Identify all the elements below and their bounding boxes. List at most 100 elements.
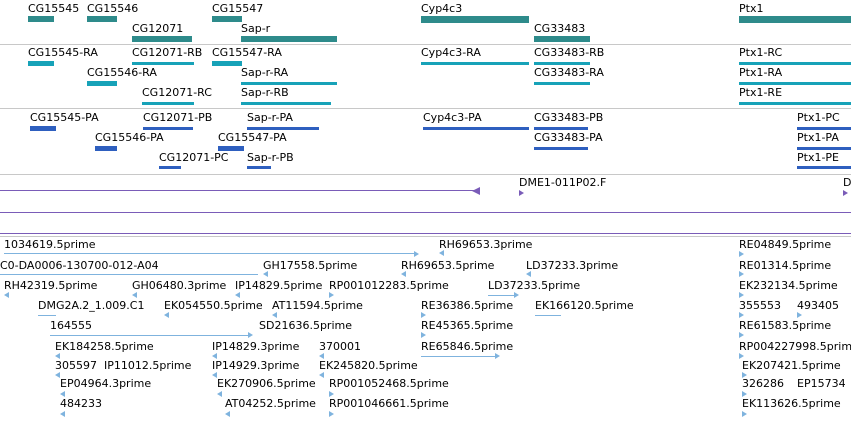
est-end-marker[interactable] <box>439 250 444 256</box>
est-label[interactable]: RH42319.5prime <box>4 279 98 292</box>
est-label[interactable]: GH06480.3prime <box>132 279 227 292</box>
est-label[interactable]: RE45365.5prime <box>421 319 514 332</box>
est-end-marker[interactable] <box>414 251 419 257</box>
gene-feature[interactable] <box>241 36 337 42</box>
transcript-feature[interactable] <box>421 62 529 65</box>
transcript-feature[interactable] <box>241 102 331 105</box>
est-label[interactable]: 484233 <box>60 397 102 410</box>
est-label[interactable]: RE65846.5prime <box>421 340 514 353</box>
est-label[interactable]: EK207421.5prime <box>742 359 841 372</box>
est-end-marker[interactable] <box>55 372 60 378</box>
gene-feature[interactable] <box>87 16 117 22</box>
est-end-marker[interactable] <box>526 271 531 277</box>
transcript-label[interactable]: CG15547-RA <box>212 46 282 59</box>
gene-label[interactable]: Cyp4c3 <box>421 2 463 15</box>
transcript-feature[interactable] <box>132 62 194 65</box>
est-label[interactable]: EK270906.5prime <box>217 377 316 390</box>
gene-label[interactable]: Ptx1 <box>739 2 764 15</box>
est-end-marker[interactable] <box>739 251 744 257</box>
est-label[interactable]: IP14829.3prime <box>212 340 300 353</box>
protein-label[interactable]: CG15546-PA <box>95 131 164 144</box>
est-end-marker[interactable] <box>495 353 500 359</box>
est-end-marker[interactable] <box>421 312 426 318</box>
est-label[interactable]: LD37233.3prime <box>526 259 619 272</box>
est-end-marker[interactable] <box>401 271 406 277</box>
gene-label[interactable]: Sap-r <box>241 22 271 35</box>
est-feature[interactable] <box>0 274 258 275</box>
protein-feature[interactable] <box>797 147 851 150</box>
transcript-feature[interactable] <box>28 61 54 66</box>
est-label[interactable]: 493405 <box>797 299 839 312</box>
transcript-label[interactable]: Ptx1-RE <box>739 86 783 99</box>
transcript-label[interactable]: Cyp4c3-RA <box>421 46 481 59</box>
transcript-label[interactable]: CG15546-RA <box>87 66 157 79</box>
clone-feature[interactable] <box>0 233 851 234</box>
protein-label[interactable]: Sap-r-PA <box>247 111 293 124</box>
protein-feature[interactable] <box>143 127 193 130</box>
est-feature[interactable] <box>421 356 497 357</box>
est-label[interactable]: 326286 <box>742 377 784 390</box>
est-end-marker[interactable] <box>742 372 747 378</box>
gene-label[interactable]: CG33483 <box>534 22 586 35</box>
protein-feature[interactable] <box>534 127 588 130</box>
protein-feature[interactable] <box>797 166 851 169</box>
est-end-marker[interactable] <box>329 292 334 298</box>
est-end-marker[interactable] <box>263 271 268 277</box>
est-end-marker[interactable] <box>739 353 744 359</box>
est-label[interactable]: AT04252.5prime <box>225 397 316 410</box>
est-end-marker[interactable] <box>742 391 747 397</box>
protein-feature[interactable] <box>159 166 181 169</box>
protein-label[interactable]: Ptx1-PE <box>797 151 840 164</box>
transcript-label[interactable]: Ptx1-RC <box>739 46 783 59</box>
transcript-label[interactable]: CG15545-RA <box>28 46 98 59</box>
clone-end-marker[interactable] <box>472 187 480 195</box>
gene-feature[interactable] <box>132 36 192 42</box>
protein-feature[interactable] <box>534 147 588 150</box>
est-label[interactable]: RE01314.5prime <box>739 259 832 272</box>
est-label[interactable]: EK245820.5prime <box>319 359 418 372</box>
transcript-label[interactable]: CG33483-RB <box>534 46 605 59</box>
gene-feature[interactable] <box>534 36 590 42</box>
est-end-marker[interactable] <box>739 271 744 277</box>
protein-label[interactable]: Cyp4c3-PA <box>423 111 482 124</box>
transcript-feature[interactable] <box>739 102 851 105</box>
est-end-marker[interactable] <box>514 292 519 298</box>
est-end-marker[interactable] <box>225 411 230 417</box>
est-end-marker[interactable] <box>739 292 744 298</box>
transcript-label[interactable]: CG33483-RA <box>534 66 604 79</box>
transcript-feature[interactable] <box>212 61 242 66</box>
est-label[interactable]: RH69653.3prime <box>439 238 533 251</box>
est-end-marker[interactable] <box>235 292 240 298</box>
est-end-marker[interactable] <box>421 332 426 338</box>
protein-feature[interactable] <box>247 127 319 130</box>
protein-label[interactable]: CG15545-PA <box>30 111 99 124</box>
est-end-marker[interactable] <box>739 332 744 338</box>
transcript-feature[interactable] <box>739 62 851 65</box>
est-label[interactable]: AT11594.5prime <box>272 299 363 312</box>
protein-feature[interactable] <box>797 127 851 130</box>
transcript-label[interactable]: Ptx1-RA <box>739 66 783 79</box>
transcript-feature[interactable] <box>739 82 851 85</box>
protein-feature[interactable] <box>30 126 56 131</box>
est-label[interactable]: LD37233.5prime <box>488 279 581 292</box>
clone-label[interactable]: DME1-011P02.F <box>519 176 607 189</box>
est-label[interactable]: RP001012283.5prime <box>329 279 449 292</box>
transcript-feature[interactable] <box>534 82 590 85</box>
protein-feature[interactable] <box>423 127 529 130</box>
protein-label[interactable]: CG15547-PA <box>218 131 287 144</box>
gene-feature[interactable] <box>421 16 529 23</box>
est-label[interactable]: EK184258.5prime <box>55 340 154 353</box>
transcript-feature[interactable] <box>241 82 337 85</box>
est-end-marker[interactable] <box>55 353 60 359</box>
est-label[interactable]: SD21636.5prime <box>259 319 352 332</box>
gene-label[interactable]: CG15546 <box>87 2 139 15</box>
est-label[interactable]: RP001046661.5prime <box>329 397 449 410</box>
est-label[interactable]: EK166120.5prime <box>535 299 634 312</box>
est-label[interactable]: 355553 <box>739 299 781 312</box>
est-feature[interactable] <box>488 295 516 296</box>
clone-feature[interactable] <box>0 212 851 213</box>
est-label[interactable]: GH17558.5prime <box>263 259 358 272</box>
est-label[interactable]: EK232134.5prime <box>739 279 838 292</box>
transcript-label[interactable]: CG12071-RB <box>132 46 203 59</box>
est-label[interactable]: DMG2A.2_1.009.C1 <box>38 299 145 312</box>
